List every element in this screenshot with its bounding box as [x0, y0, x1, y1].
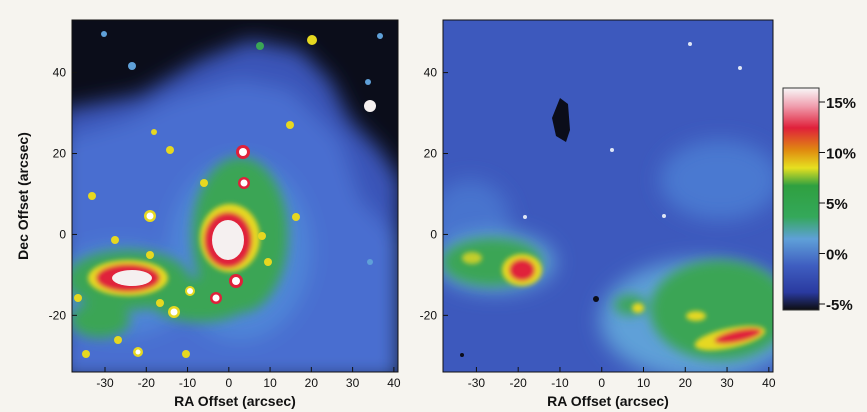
right-panel-x-tick: 30 — [720, 376, 734, 390]
colorbar: 15% 10% 5% 0% -5% — [782, 87, 856, 314]
left-panel-x-tick: 10 — [263, 376, 277, 390]
left-tick-labels: -30 -20 -10 0 10 20 30 40 40 20 0 -20 — [49, 66, 401, 390]
left-panel-x-tick: -10 — [179, 376, 197, 390]
left-panel-y-tick: 0 — [59, 227, 66, 241]
right-x-axis-label: RA Offset (arcsec) — [547, 393, 669, 409]
left-panel-x-tick: 0 — [225, 376, 232, 390]
left-panel-y-tick: 20 — [53, 147, 67, 161]
right-panel-y-tick: -20 — [420, 308, 438, 322]
left-panel-x-tick: 40 — [387, 376, 401, 390]
right-panel-frame — [442, 19, 774, 373]
right-panel-x-tick: 10 — [637, 376, 651, 390]
y-axis-label: Dec Offset (arcsec) — [15, 132, 31, 260]
right-panel-x-tick: 0 — [598, 376, 605, 390]
central-peak — [212, 220, 244, 260]
right-panel-y-tick: 0 — [430, 227, 437, 241]
dark-spot — [552, 98, 570, 142]
colorbar-label: 0% — [826, 247, 848, 264]
left-panel-x-tick: -30 — [96, 376, 114, 390]
right-tick-labels: -30 -20 -10 0 10 20 30 40 40 20 0 -20 — [420, 66, 776, 390]
right-panel-x-tick: 20 — [679, 376, 693, 390]
left-panel-x-tick: -20 — [138, 376, 156, 390]
left-x-axis-label: RA Offset (arcsec) — [174, 393, 296, 409]
right-panel-x-tick: -10 — [551, 376, 569, 390]
colorbar-label: 15% — [826, 95, 856, 112]
point-sources-left — [74, 31, 383, 358]
right-panel-x-tick: 40 — [762, 376, 776, 390]
right-panel-y-tick: 40 — [424, 66, 438, 80]
left-panel-x-tick: 30 — [346, 376, 360, 390]
colorbar-label: -5% — [826, 297, 853, 314]
right-panel-x-tick: -30 — [468, 376, 486, 390]
colorbar-label: 5% — [826, 196, 848, 213]
left-panel-frame — [71, 19, 399, 373]
right-panel-x-tick: -20 — [510, 376, 528, 390]
left-panel-y-tick: -20 — [49, 308, 67, 322]
right-map-panel — [442, 19, 774, 373]
left-panel-x-tick: 20 — [305, 376, 319, 390]
left-map-panel — [71, 19, 399, 373]
colorbar-scale — [782, 87, 820, 311]
colorbar-label: 10% — [826, 146, 856, 163]
left-panel-y-tick: 40 — [53, 66, 67, 80]
right-panel-y-tick: 20 — [424, 147, 438, 161]
